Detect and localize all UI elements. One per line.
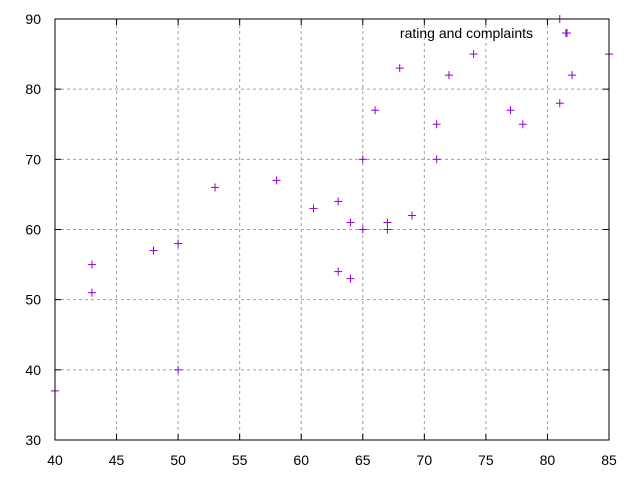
y-tick-label: 40 [25, 362, 41, 378]
legend-label: rating and complaints [400, 25, 533, 41]
data-point [383, 225, 392, 234]
x-tick-label: 45 [109, 452, 125, 468]
legend: rating and complaints [400, 25, 571, 41]
x-tick-label: 60 [293, 452, 309, 468]
data-point [87, 288, 96, 297]
data-point [174, 239, 183, 248]
legend-plus-marker [563, 29, 571, 37]
data-point [358, 155, 367, 164]
data-point [346, 274, 355, 283]
y-tick-label: 90 [25, 11, 41, 27]
data-point [555, 99, 564, 108]
data-point [346, 218, 355, 227]
data-point [432, 120, 441, 129]
tick-marks [54, 18, 610, 441]
data-point [444, 71, 453, 80]
x-tick-label: 55 [232, 452, 248, 468]
data-point [174, 365, 183, 374]
y-tick-label: 70 [25, 151, 41, 167]
data-point [358, 225, 367, 234]
y-axis-tick-labels: 30 40 50 60 70 80 90 [25, 11, 41, 448]
data-point [506, 106, 515, 115]
data-point [211, 183, 220, 192]
data-point [518, 120, 527, 129]
legend-marker [563, 29, 571, 37]
x-tick-label: 75 [478, 452, 494, 468]
y-tick-label: 60 [25, 222, 41, 238]
data-point [432, 155, 441, 164]
data-point [395, 64, 404, 73]
x-tick-label: 50 [170, 452, 186, 468]
x-tick-label: 65 [355, 452, 371, 468]
x-tick-label: 85 [601, 452, 617, 468]
data-point [568, 71, 577, 80]
x-tick-label: 70 [417, 452, 433, 468]
data-point [469, 50, 478, 59]
grid-lines [55, 19, 609, 440]
y-tick-label: 30 [25, 432, 41, 448]
data-point [334, 267, 343, 276]
data-point [408, 211, 417, 220]
data-point [334, 197, 343, 206]
data-point [309, 204, 318, 213]
data-point [383, 218, 392, 227]
x-tick-label: 80 [540, 452, 556, 468]
data-point [272, 176, 281, 185]
y-tick-label: 50 [25, 292, 41, 308]
data-point [87, 260, 96, 269]
data-point [149, 246, 158, 255]
x-tick-label: 40 [47, 452, 63, 468]
x-axis-tick-labels: 40 45 50 55 60 65 70 75 80 85 [47, 452, 617, 468]
data-point [371, 106, 380, 115]
data-points [51, 15, 613, 395]
y-tick-label: 80 [25, 81, 41, 97]
